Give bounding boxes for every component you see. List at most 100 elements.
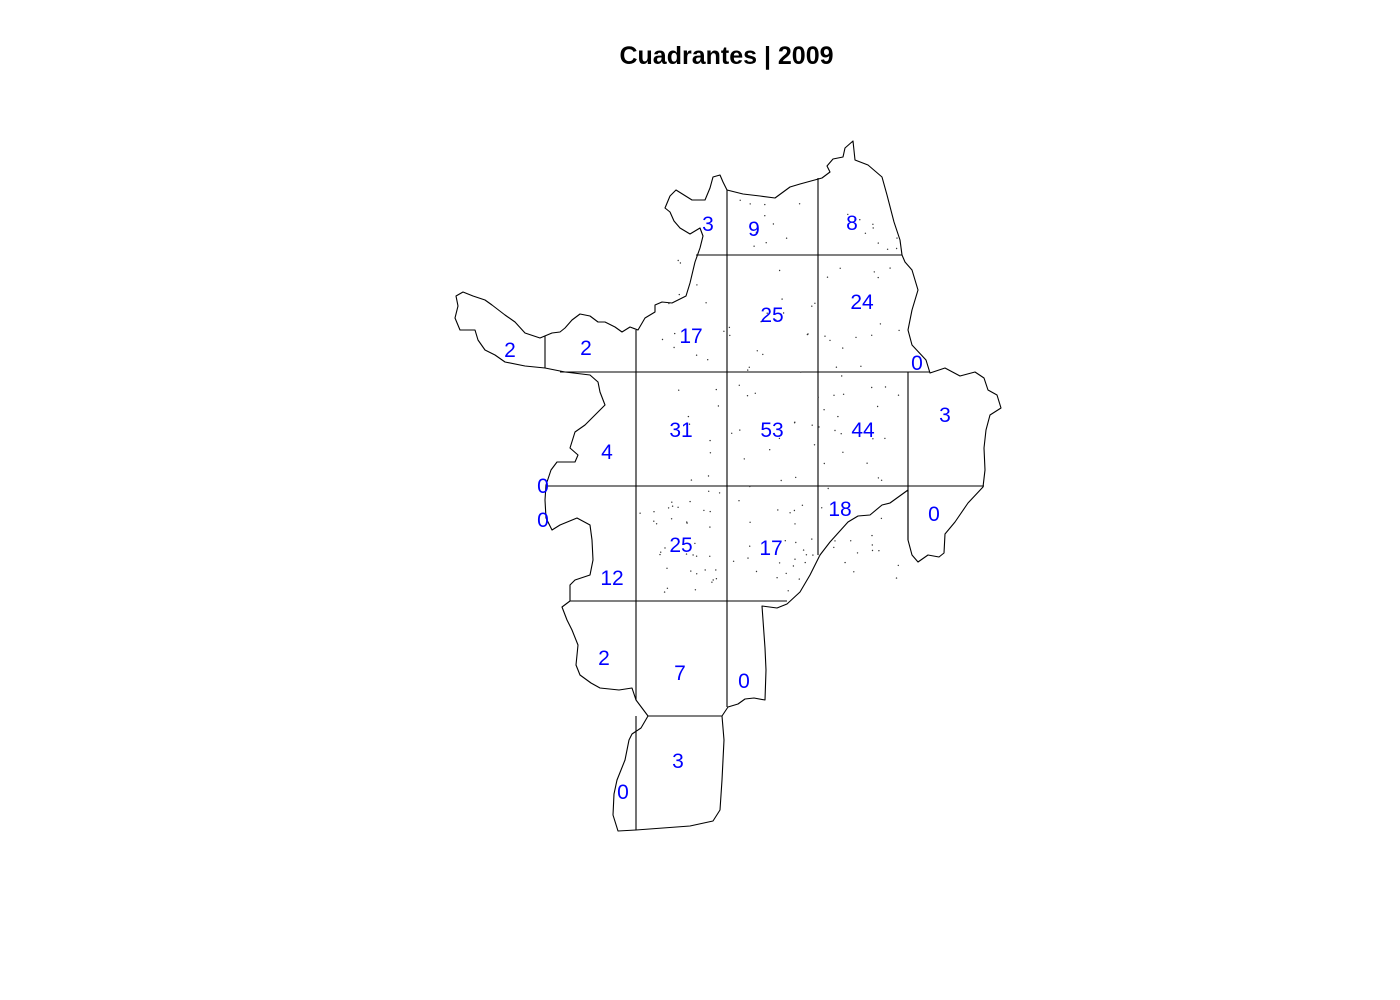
incident-point — [749, 485, 751, 488]
incident-point — [794, 421, 796, 423]
incident-point — [682, 543, 684, 545]
incident-point — [762, 353, 764, 356]
quadrant-count-q18: 0 — [928, 503, 940, 526]
quadrant-count-q10: 31 — [669, 419, 692, 442]
incident-point — [639, 512, 641, 514]
incident-point — [715, 388, 717, 391]
region-boundary — [454, 140, 1002, 832]
incident-point — [731, 432, 733, 434]
incident-point — [880, 517, 883, 520]
quadrant-count-q7: 2 — [504, 339, 516, 362]
incident-point — [660, 551, 662, 553]
incident-point — [798, 203, 801, 205]
incident-point — [842, 393, 845, 395]
incident-point — [717, 405, 720, 407]
quadrant-count-q22: 2 — [598, 647, 610, 670]
incident-point — [747, 369, 749, 371]
incident-point — [855, 336, 857, 339]
incident-point — [688, 423, 691, 425]
incident-point — [732, 560, 735, 562]
quadrant-count-q16: 0 — [537, 509, 549, 532]
incident-point — [690, 479, 693, 481]
incident-point — [709, 452, 712, 454]
incident-point — [772, 223, 775, 225]
incident-point — [864, 232, 867, 234]
quadrant-count-q14: 4 — [601, 441, 613, 464]
incident-point — [678, 389, 680, 391]
incident-point — [749, 203, 751, 205]
incident-point — [794, 523, 796, 525]
incident-point — [723, 330, 725, 332]
incident-point — [842, 451, 844, 453]
incident-point — [872, 438, 874, 440]
incident-point — [765, 242, 767, 244]
incident-point — [879, 323, 882, 325]
incident-point — [739, 199, 741, 201]
incident-point — [814, 302, 816, 304]
quadrant-count-q5: 25 — [760, 304, 783, 327]
incident-point — [841, 375, 843, 377]
incident-point — [898, 329, 900, 332]
incident-point — [821, 507, 823, 509]
incident-point — [748, 366, 750, 368]
incident-point — [793, 509, 796, 512]
incident-point — [878, 550, 880, 552]
incident-point — [739, 429, 741, 431]
quadrant-count-q24: 0 — [738, 670, 750, 693]
incident-point — [764, 215, 766, 217]
incident-point — [782, 312, 785, 314]
incident-point — [690, 570, 692, 572]
incident-point — [707, 359, 709, 361]
incident-point — [897, 394, 900, 396]
quadrant-count-q11: 53 — [760, 419, 783, 442]
incident-point — [895, 577, 898, 579]
incident-point — [709, 439, 711, 442]
incident-point — [729, 334, 731, 337]
incident-point — [871, 549, 874, 552]
incident-point — [776, 577, 778, 579]
incident-point — [807, 333, 809, 335]
incident-point — [842, 347, 844, 349]
quadrant-count-q6: 24 — [850, 291, 874, 314]
incident-point — [856, 552, 859, 554]
incident-point — [661, 338, 664, 341]
incident-point — [823, 462, 825, 465]
incident-point — [866, 462, 868, 464]
incident-point — [850, 540, 852, 542]
incident-point — [897, 564, 899, 567]
incident-point — [694, 542, 696, 545]
incident-point — [811, 424, 813, 426]
incident-point — [653, 520, 655, 522]
incident-point — [659, 553, 661, 556]
incident-point — [823, 409, 825, 411]
incident-point — [673, 346, 675, 349]
incident-point — [695, 555, 698, 557]
incident-point — [837, 415, 839, 418]
incident-points — [639, 199, 900, 593]
incident-point — [671, 501, 673, 503]
quadrant-count-q19: 25 — [669, 534, 692, 557]
incident-point — [778, 562, 781, 564]
incident-point — [873, 271, 875, 273]
incident-point — [709, 526, 711, 528]
incident-point — [760, 321, 762, 323]
incident-point — [709, 510, 711, 513]
incident-point — [778, 269, 781, 272]
incident-point — [818, 426, 820, 428]
incident-point — [792, 565, 795, 567]
incident-point — [769, 449, 771, 451]
incident-point — [781, 298, 783, 300]
incident-point — [787, 590, 789, 592]
incident-point — [844, 561, 846, 564]
incident-point — [692, 554, 694, 556]
incident-point — [671, 505, 674, 507]
incident-point — [694, 589, 697, 591]
incident-point — [834, 429, 836, 432]
incident-point — [824, 335, 826, 337]
incident-point — [794, 558, 796, 560]
incident-point — [853, 571, 855, 573]
incident-point — [780, 479, 782, 482]
incident-point — [678, 293, 680, 296]
incident-point — [755, 570, 758, 573]
